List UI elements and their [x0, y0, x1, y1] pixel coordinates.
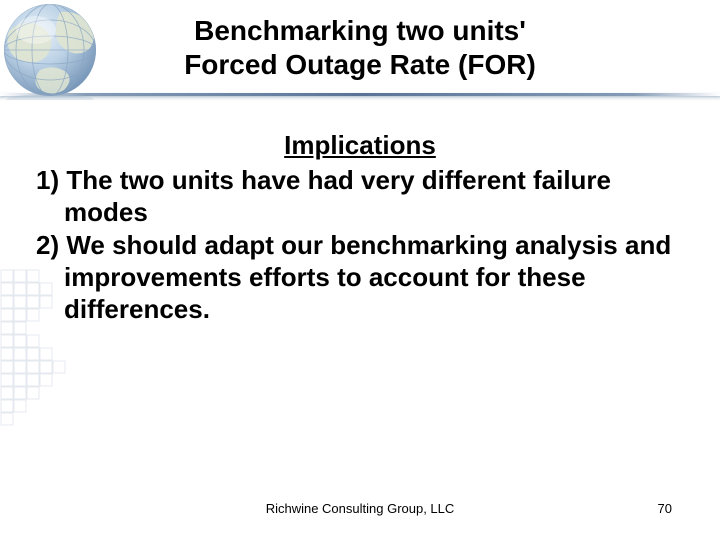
title-line-2: Forced Outage Rate (FOR) [0, 48, 720, 82]
page-number: 70 [658, 501, 672, 516]
slide-title: Benchmarking two units' Forced Outage Ra… [0, 14, 720, 81]
decorative-grid-icon [0, 260, 90, 470]
title-line-1: Benchmarking two units' [0, 14, 720, 48]
section-heading: Implications [36, 130, 684, 161]
slide: Benchmarking two units' Forced Outage Ra… [0, 0, 720, 540]
footer-text: Richwine Consulting Group, LLC [0, 501, 720, 516]
list-item: 1) The two units have had very different… [36, 165, 684, 228]
body-content: Implications 1) The two units have had v… [36, 130, 684, 328]
list-item: 2) We should adapt our benchmarking anal… [36, 230, 684, 325]
